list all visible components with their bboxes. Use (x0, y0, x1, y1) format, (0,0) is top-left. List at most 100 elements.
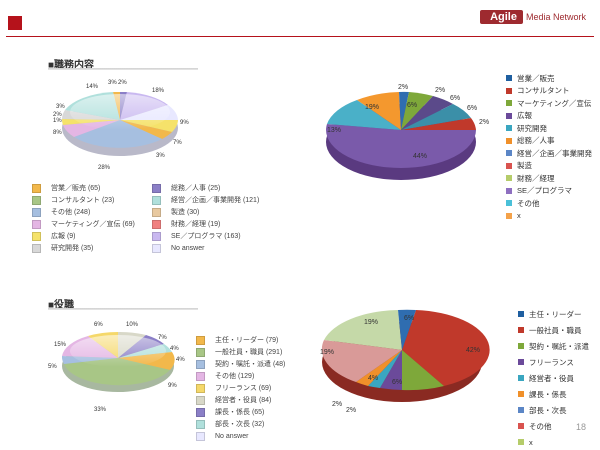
s1-legend-label: 営業／販売 (65) (51, 185, 101, 192)
pie2-label-6: 19% (365, 104, 379, 111)
s1r-legend-label: 営業／販売 (517, 73, 555, 83)
s2r-legend-swatch (518, 327, 524, 333)
pie2-slice-red (401, 118, 476, 130)
pie1-label-4: 7% (173, 140, 182, 146)
pie4-slice-employee (402, 310, 490, 386)
pie3-label-7: 5% (48, 364, 57, 370)
s1-legend-item: 広報 (9) (32, 231, 152, 241)
pie2-slice-orange (357, 92, 401, 130)
pie2-slice-teal (401, 104, 471, 130)
agile-media-network-logo: Agile Media Network (480, 10, 586, 24)
logo-media-network-text: Media Network (525, 12, 586, 22)
pie1-label-8: 1% (53, 118, 62, 124)
pie1-label-9: 2% (53, 112, 62, 118)
s1-legend-label: 総務／人事 (25) (171, 185, 221, 192)
s1-legend-label: マーケティング／宣伝 (69) (51, 221, 135, 228)
s2r-legend-swatch (518, 407, 524, 413)
s1-legend-swatch (152, 243, 161, 253)
pie1-label-0: 3% (108, 80, 117, 86)
s2-legend-label: フリーランス (69) (215, 385, 272, 392)
pie2-label-4: 6% (467, 105, 477, 112)
pie4-slice-purple (380, 350, 402, 390)
s2-legend-item: フリーランス (69) (196, 383, 306, 393)
pie2-slice-blue (399, 91, 409, 130)
section2-title: ■役職 (48, 300, 75, 311)
s2-legend-label: その他 (129) (215, 373, 255, 380)
s2r-legend-item: 課長・係長 (518, 386, 589, 402)
s2-legend-item: 経営者・役員 (84) (196, 395, 306, 405)
section1-pie-right: 2% 2% 6% 6% 6% 2% 19% 13% 44% (326, 84, 489, 180)
s1-legend-swatch (32, 207, 41, 217)
s1r-legend-label: 経営／企画／事業開発 (517, 148, 592, 158)
section2-pie-right: 6% 19% 42% 19% 4% 6% 2% 2% (320, 309, 490, 414)
s2-legend-item: 課長・係長 (65) (196, 407, 306, 417)
pie3-label-1: 10% (126, 322, 139, 328)
pie3-label-8: 15% (54, 342, 67, 348)
pie4-label-6: 2% (332, 401, 342, 408)
pie2-slice-purple (326, 124, 476, 168)
s2r-legend-label: 一般社員・職員 (529, 325, 582, 335)
s1r-legend-item: マーケティング／宣伝 (506, 97, 592, 110)
logo-agile-text: Agile (480, 10, 523, 24)
pie2-slice-cyan (327, 100, 401, 130)
s1r-legend-swatch (506, 200, 512, 207)
s1r-legend-swatch (506, 75, 512, 82)
s1r-legend-item: 財務／経理 (506, 172, 592, 185)
pie4-slice-green (402, 350, 444, 391)
s1r-legend-item: 経営／企画／事業開発 (506, 147, 592, 160)
section2-legend: 主任・リーダー (79) 一般社員・職員 (291) 契約・嘱託・派遣 (48)… (196, 335, 306, 441)
s1r-legend-swatch (506, 187, 512, 194)
pie4-slice-other (321, 340, 402, 382)
pie2-label-5: 2% (479, 119, 489, 126)
s1r-legend-item: その他 (506, 197, 592, 210)
s2r-legend-item: その他 (518, 418, 589, 434)
s1r-legend-item: 広報 (506, 110, 592, 123)
pie4-label-7: 2% (346, 407, 356, 414)
pie3-label-2: 7% (158, 335, 167, 341)
pie1-shine (70, 94, 170, 130)
pie2-label-1: 2% (435, 87, 445, 94)
pie4-slice-blue (398, 309, 416, 350)
s1-legend-label: No answer (171, 244, 205, 252)
pie4-label-2: 42% (466, 347, 480, 354)
pie3-label-0: 6% (94, 322, 103, 328)
s1-legend-item: マーケティング／宣伝 (69) (32, 219, 152, 229)
s2-legend-label: No answer (215, 432, 249, 440)
s1r-legend-label: 製造 (517, 161, 532, 171)
s1-legend-swatch (32, 195, 41, 205)
s2-legend-item: No answer (196, 431, 306, 441)
s2-legend-item: 契約・嘱託・派遣 (48) (196, 359, 306, 369)
s2r-legend-label: x (529, 437, 533, 447)
s2-legend-label: 契約・嘱託・派遣 (48) (215, 361, 286, 368)
s1-legend-item: 総務／人事 (25) (152, 183, 282, 193)
s2-legend-label: 経営者・役員 (84) (215, 397, 272, 404)
section2-right-legend: 主任・リーダー 一般社員・職員 契約・嘱託・派遣 フリーランス 経営者・役員 課… (518, 306, 589, 450)
s2-legend-swatch (196, 383, 205, 393)
s1-legend-swatch (32, 183, 41, 193)
pie2-label-2: 6% (407, 102, 417, 109)
s1-legend-item: 財務／経理 (19) (152, 219, 282, 229)
s2r-legend-item: 契約・嘱託・派遣 (518, 338, 589, 354)
s1-legend-item: No answer (152, 243, 282, 253)
s2-legend-label: 一般社員・職員 (291) (215, 349, 283, 356)
s1r-legend-item: SE／プログラマ (506, 185, 592, 198)
section1-title-underline (48, 68, 198, 70)
s2r-legend-swatch (518, 311, 524, 317)
s1r-legend-label: x (517, 211, 521, 221)
s1-legend-swatch (32, 231, 41, 241)
s1-legend-swatch (152, 195, 161, 205)
s1r-legend-label: コンサルタント (517, 86, 570, 96)
pie4-slice-lightgreen (324, 310, 402, 350)
s1r-legend-item: 営業／販売 (506, 72, 592, 85)
pie1-slice-other (74, 120, 162, 148)
s1-legend-label: 財務／経理 (19) (171, 221, 221, 228)
pie4-slice-orange (356, 350, 402, 386)
s1r-legend-item: 研究開発 (506, 122, 592, 135)
header-accent-square (8, 16, 22, 30)
page-number: 18 (575, 422, 586, 432)
s1r-legend-swatch (506, 125, 512, 132)
s1r-legend-swatch (506, 100, 512, 107)
pie2-label-0: 2% (398, 84, 408, 91)
pie3-slice-employee (64, 358, 170, 386)
s2r-legend-item: 主任・リーダー (518, 306, 589, 322)
